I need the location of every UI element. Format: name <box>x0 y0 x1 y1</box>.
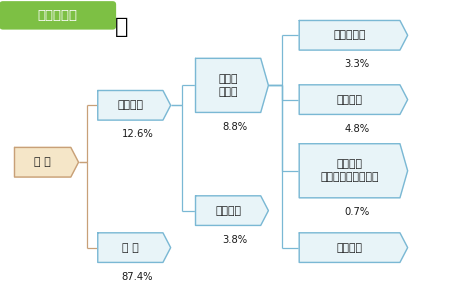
Text: ミネラル: ミネラル <box>337 160 363 170</box>
Text: たんぱく質: たんぱく質 <box>333 30 366 40</box>
Polygon shape <box>299 233 408 263</box>
Polygon shape <box>15 147 79 177</box>
Text: 牛 乳: 牛 乳 <box>34 157 51 167</box>
Text: 8.8%: 8.8% <box>223 122 248 131</box>
Text: 固形分: 固形分 <box>219 87 238 97</box>
Polygon shape <box>195 58 268 112</box>
FancyBboxPatch shape <box>0 1 116 30</box>
Text: 87.4%: 87.4% <box>122 271 153 281</box>
Polygon shape <box>299 85 408 115</box>
Text: 水 分: 水 分 <box>122 243 139 252</box>
Text: 🐄: 🐄 <box>115 17 128 37</box>
Text: 3.3%: 3.3% <box>344 59 369 69</box>
Text: 乳固形分: 乳固形分 <box>118 100 143 110</box>
Polygon shape <box>98 91 171 120</box>
Text: （カルシウムなど）: （カルシウムなど） <box>320 172 379 182</box>
Text: 3.8%: 3.8% <box>223 234 248 244</box>
Text: 4.8%: 4.8% <box>344 123 369 133</box>
Text: 無脂乳: 無脂乳 <box>219 74 238 84</box>
Polygon shape <box>299 144 408 198</box>
Text: 牛乳の組成: 牛乳の組成 <box>38 9 78 22</box>
Text: 0.7%: 0.7% <box>344 207 369 217</box>
Polygon shape <box>98 233 171 263</box>
Text: 12.6%: 12.6% <box>122 129 153 139</box>
Text: 乳脂肪分: 乳脂肪分 <box>215 206 241 215</box>
Polygon shape <box>299 20 408 50</box>
Polygon shape <box>195 196 268 226</box>
Text: ビタミン: ビタミン <box>337 243 363 252</box>
Text: 炭水化物: 炭水化物 <box>337 95 363 104</box>
